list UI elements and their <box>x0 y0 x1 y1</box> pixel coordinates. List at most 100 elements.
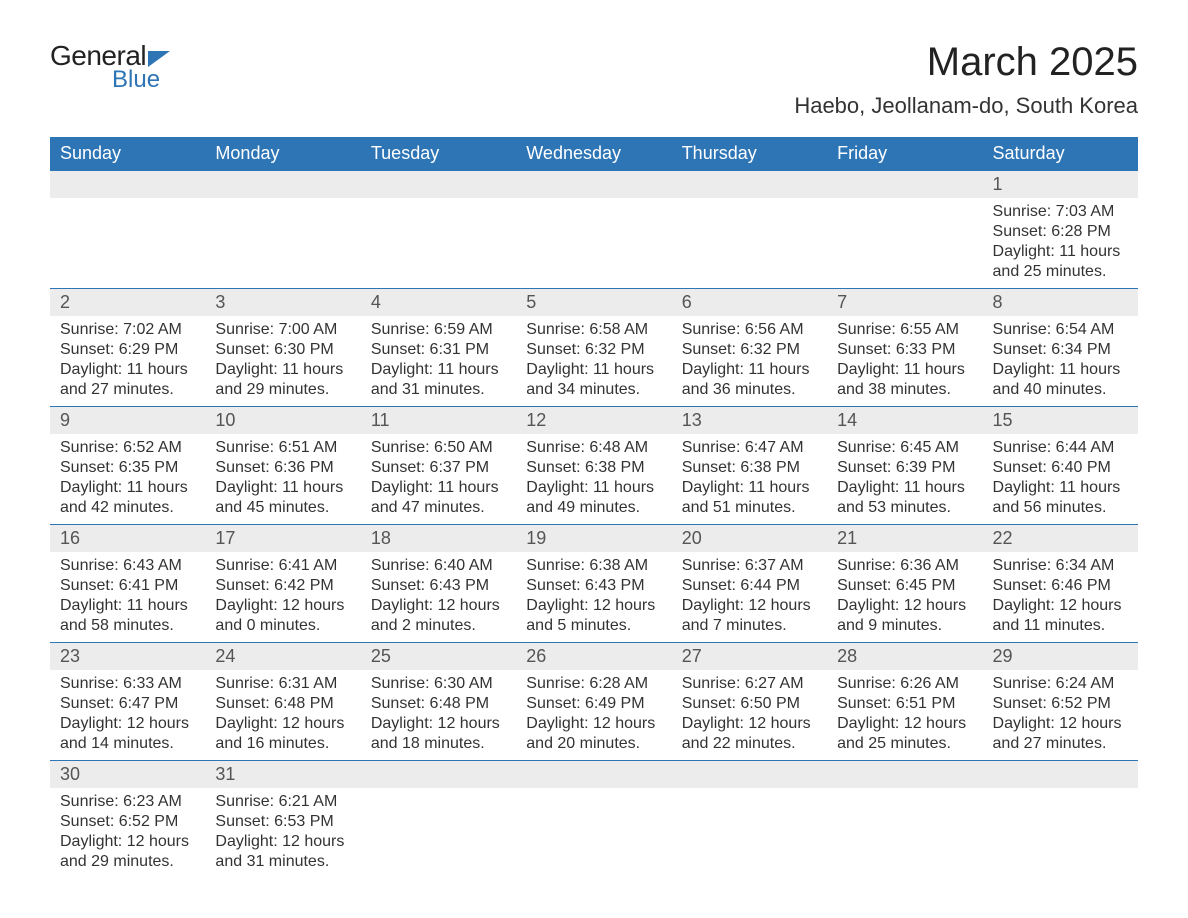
sunrise-text: Sunrise: 6:44 AM <box>993 438 1128 458</box>
sunset-text: Sunset: 6:46 PM <box>993 576 1128 596</box>
daylight-text: Daylight: 12 hours and 22 minutes. <box>682 714 817 754</box>
sunrise-text: Sunrise: 6:28 AM <box>526 674 661 694</box>
daylight-text: Daylight: 12 hours and 16 minutes. <box>215 714 350 754</box>
day-number-cell: 8 <box>983 289 1138 317</box>
daylight-text: Daylight: 12 hours and 31 minutes. <box>215 832 350 872</box>
day-number-cell <box>516 171 671 199</box>
daylight-text: Daylight: 12 hours and 0 minutes. <box>215 596 350 636</box>
daylight-text: Daylight: 11 hours and 38 minutes. <box>837 360 972 400</box>
sunrise-text: Sunrise: 6:41 AM <box>215 556 350 576</box>
weekday-header-row: Sunday Monday Tuesday Wednesday Thursday… <box>50 137 1138 171</box>
sunset-text: Sunset: 6:53 PM <box>215 812 350 832</box>
daylight-text: Daylight: 11 hours and 45 minutes. <box>215 478 350 518</box>
daynum-row: 9101112131415 <box>50 407 1138 435</box>
sunset-text: Sunset: 6:32 PM <box>526 340 661 360</box>
daylight-text: Daylight: 12 hours and 25 minutes. <box>837 714 972 754</box>
sunset-text: Sunset: 6:38 PM <box>682 458 817 478</box>
day-content-cell: Sunrise: 6:51 AMSunset: 6:36 PMDaylight:… <box>205 434 360 525</box>
daylight-text: Daylight: 11 hours and 56 minutes. <box>993 478 1128 518</box>
day-content-cell: Sunrise: 6:23 AMSunset: 6:52 PMDaylight:… <box>50 788 205 878</box>
sunrise-text: Sunrise: 7:00 AM <box>215 320 350 340</box>
sunset-text: Sunset: 6:41 PM <box>60 576 195 596</box>
day-content-row: Sunrise: 6:52 AMSunset: 6:35 PMDaylight:… <box>50 434 1138 525</box>
sunset-text: Sunset: 6:37 PM <box>371 458 506 478</box>
sunrise-text: Sunrise: 7:02 AM <box>60 320 195 340</box>
sunset-text: Sunset: 6:44 PM <box>682 576 817 596</box>
day-content-row: Sunrise: 6:33 AMSunset: 6:47 PMDaylight:… <box>50 670 1138 761</box>
day-number-cell: 7 <box>827 289 982 317</box>
daylight-text: Daylight: 12 hours and 2 minutes. <box>371 596 506 636</box>
sunrise-text: Sunrise: 6:59 AM <box>371 320 506 340</box>
daylight-text: Daylight: 11 hours and 53 minutes. <box>837 478 972 518</box>
logo-triangle-icon <box>148 51 170 67</box>
day-content-cell: Sunrise: 6:56 AMSunset: 6:32 PMDaylight:… <box>672 316 827 407</box>
sunrise-text: Sunrise: 6:24 AM <box>993 674 1128 694</box>
daylight-text: Daylight: 12 hours and 29 minutes. <box>60 832 195 872</box>
day-content-cell: Sunrise: 6:30 AMSunset: 6:48 PMDaylight:… <box>361 670 516 761</box>
day-content-cell: Sunrise: 6:48 AMSunset: 6:38 PMDaylight:… <box>516 434 671 525</box>
daylight-text: Daylight: 12 hours and 18 minutes. <box>371 714 506 754</box>
sunrise-text: Sunrise: 6:47 AM <box>682 438 817 458</box>
day-content-cell: Sunrise: 6:38 AMSunset: 6:43 PMDaylight:… <box>516 552 671 643</box>
sunset-text: Sunset: 6:43 PM <box>371 576 506 596</box>
sunset-text: Sunset: 6:48 PM <box>215 694 350 714</box>
sunset-text: Sunset: 6:51 PM <box>837 694 972 714</box>
weekday-header: Monday <box>205 137 360 171</box>
day-number-cell: 12 <box>516 407 671 435</box>
day-content-cell <box>361 788 516 878</box>
day-number-cell <box>672 761 827 789</box>
daynum-row: 1 <box>50 171 1138 199</box>
day-content-cell: Sunrise: 6:45 AMSunset: 6:39 PMDaylight:… <box>827 434 982 525</box>
sunrise-text: Sunrise: 6:58 AM <box>526 320 661 340</box>
sunset-text: Sunset: 6:34 PM <box>993 340 1128 360</box>
day-number-cell: 1 <box>983 171 1138 199</box>
weekday-header: Sunday <box>50 137 205 171</box>
sunrise-text: Sunrise: 6:43 AM <box>60 556 195 576</box>
sunset-text: Sunset: 6:43 PM <box>526 576 661 596</box>
day-number-cell: 29 <box>983 643 1138 671</box>
calendar-table: Sunday Monday Tuesday Wednesday Thursday… <box>50 137 1138 878</box>
sunset-text: Sunset: 6:35 PM <box>60 458 195 478</box>
day-content-cell: Sunrise: 6:52 AMSunset: 6:35 PMDaylight:… <box>50 434 205 525</box>
day-number-cell: 5 <box>516 289 671 317</box>
day-number-cell: 15 <box>983 407 1138 435</box>
day-content-cell: Sunrise: 6:36 AMSunset: 6:45 PMDaylight:… <box>827 552 982 643</box>
day-number-cell: 2 <box>50 289 205 317</box>
day-content-cell <box>205 198 360 289</box>
sunset-text: Sunset: 6:47 PM <box>60 694 195 714</box>
day-number-cell: 26 <box>516 643 671 671</box>
day-content-cell <box>361 198 516 289</box>
daylight-text: Daylight: 11 hours and 29 minutes. <box>215 360 350 400</box>
day-number-cell: 20 <box>672 525 827 553</box>
sunrise-text: Sunrise: 6:30 AM <box>371 674 506 694</box>
logo-text-blue: Blue <box>112 66 160 94</box>
sunrise-text: Sunrise: 6:36 AM <box>837 556 972 576</box>
title-block: March 2025 Haebo, Jeollanam-do, South Ko… <box>794 40 1138 119</box>
day-number-cell <box>827 761 982 789</box>
day-content-cell: Sunrise: 6:21 AMSunset: 6:53 PMDaylight:… <box>205 788 360 878</box>
day-content-cell <box>672 198 827 289</box>
day-number-cell: 21 <box>827 525 982 553</box>
weekday-header: Wednesday <box>516 137 671 171</box>
day-content-cell: Sunrise: 6:41 AMSunset: 6:42 PMDaylight:… <box>205 552 360 643</box>
day-content-cell: Sunrise: 6:27 AMSunset: 6:50 PMDaylight:… <box>672 670 827 761</box>
day-number-cell: 18 <box>361 525 516 553</box>
sunrise-text: Sunrise: 6:23 AM <box>60 792 195 812</box>
sunrise-text: Sunrise: 6:33 AM <box>60 674 195 694</box>
day-content-cell <box>827 198 982 289</box>
day-number-cell: 22 <box>983 525 1138 553</box>
sunrise-text: Sunrise: 6:34 AM <box>993 556 1128 576</box>
sunset-text: Sunset: 6:48 PM <box>371 694 506 714</box>
daylight-text: Daylight: 12 hours and 14 minutes. <box>60 714 195 754</box>
day-content-cell <box>516 788 671 878</box>
sunrise-text: Sunrise: 6:54 AM <box>993 320 1128 340</box>
sunrise-text: Sunrise: 6:55 AM <box>837 320 972 340</box>
day-content-cell: Sunrise: 6:55 AMSunset: 6:33 PMDaylight:… <box>827 316 982 407</box>
day-content-cell <box>516 198 671 289</box>
sunrise-text: Sunrise: 6:26 AM <box>837 674 972 694</box>
day-content-cell: Sunrise: 6:40 AMSunset: 6:43 PMDaylight:… <box>361 552 516 643</box>
sunrise-text: Sunrise: 6:45 AM <box>837 438 972 458</box>
sunset-text: Sunset: 6:52 PM <box>993 694 1128 714</box>
day-content-cell: Sunrise: 6:44 AMSunset: 6:40 PMDaylight:… <box>983 434 1138 525</box>
weekday-header: Friday <box>827 137 982 171</box>
